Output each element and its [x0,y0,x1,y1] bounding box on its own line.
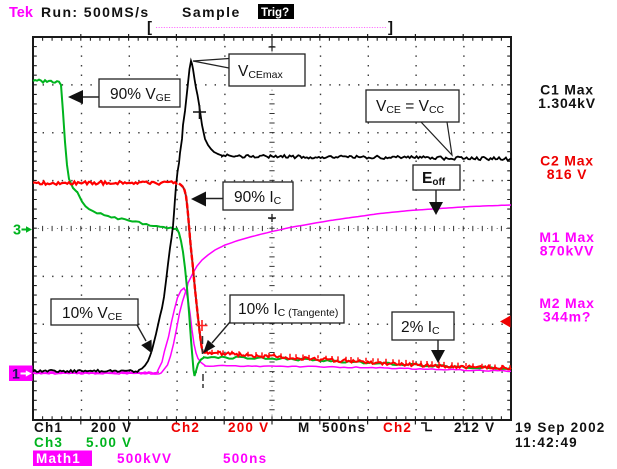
svg-text:Ch2: Ch2 [383,420,412,435]
svg-text:[: [ [147,19,152,36]
svg-text:Trig?: Trig? [261,7,289,19]
svg-text:M1 Max: M1 Max [539,229,594,245]
svg-text:Ch1: Ch1 [34,420,63,435]
svg-text:C2 Max: C2 Max [540,153,594,169]
svg-text:5.00 V: 5.00 V [86,435,132,450]
svg-text:3: 3 [13,223,21,239]
svg-text:]: ] [388,19,393,36]
svg-text:500ns: 500ns [322,420,366,435]
svg-text:M2 Max: M2 Max [539,295,594,311]
svg-text:Math1: Math1 [36,451,81,466]
svg-text:Ch3: Ch3 [34,435,63,450]
svg-text:2% IC: 2% IC [401,319,440,337]
svg-text:200 V: 200 V [91,420,132,435]
svg-text:1.304kV: 1.304kV [538,95,596,111]
svg-text:Tek: Tek [9,5,34,21]
svg-text:M: M [298,420,310,435]
svg-text:500ns: 500ns [223,451,267,466]
svg-text:19 Sep 2002: 19 Sep 2002 [515,420,606,435]
svg-text:Run: 500MS/s: Run: 500MS/s [41,4,150,20]
svg-text:Ch2: Ch2 [171,420,200,435]
svg-text:10% VCE: 10% VCE [62,305,122,323]
svg-text:C1 Max: C1 Max [540,82,594,98]
svg-text:1: 1 [12,366,20,382]
svg-text:212 V: 212 V [454,420,495,435]
svg-text:816 V: 816 V [547,166,588,182]
svg-text:200 V: 200 V [228,420,269,435]
svg-text:90% IC: 90% IC [234,189,282,207]
svg-text:11:42:49: 11:42:49 [515,435,578,450]
svg-text:344m?: 344m? [543,309,591,325]
svg-text:90% VGE: 90% VGE [110,86,171,104]
svg-text:500kVV: 500kVV [117,451,172,466]
svg-text:Sample: Sample [182,4,241,20]
svg-text:870kVV: 870kVV [540,243,595,259]
